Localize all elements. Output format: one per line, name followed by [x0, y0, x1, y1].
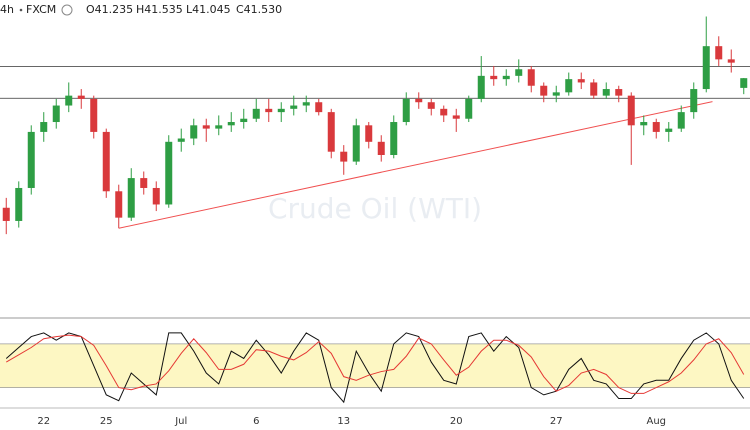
- candle-body: [652, 122, 660, 132]
- candle-body: [527, 69, 535, 86]
- candle-body: [327, 112, 335, 152]
- separator: [19, 8, 23, 12]
- candle-body: [365, 125, 373, 142]
- candle-body: [490, 75, 498, 80]
- candle-body: [302, 102, 310, 106]
- x-tick-label: 25: [100, 416, 113, 427]
- candle-body: [227, 122, 235, 126]
- candle-body: [240, 118, 248, 123]
- candle-body: [315, 102, 323, 113]
- settings-icon[interactable]: [61, 4, 73, 16]
- candle-body: [290, 105, 298, 109]
- candle-body: [740, 78, 748, 88]
- ohlc-open: O41.235: [86, 3, 133, 16]
- x-tick-label: 27: [550, 416, 563, 427]
- candle-body: [52, 105, 60, 123]
- x-tick-label: Aug: [646, 416, 666, 427]
- candle-body: [40, 122, 48, 132]
- candle-body: [265, 108, 273, 113]
- ohlc-low: L41.045: [186, 3, 231, 16]
- candle-body: [577, 79, 585, 83]
- candle-body: [415, 98, 423, 103]
- candle-body: [202, 125, 210, 129]
- candle-body: [340, 151, 348, 162]
- candle-body: [402, 98, 410, 123]
- candle-body: [190, 125, 198, 139]
- candle-body: [115, 191, 123, 218]
- candle-body: [715, 46, 723, 60]
- candle-body: [102, 131, 110, 192]
- candle-body: [177, 138, 185, 142]
- candle-body: [615, 89, 623, 96]
- trendline: [118, 101, 713, 229]
- ohlc-close: C41.530: [236, 3, 282, 16]
- candle-body: [677, 112, 685, 129]
- x-tick-label: 22: [37, 416, 50, 427]
- candle-body: [477, 75, 485, 99]
- stoch-line: [5, 334, 745, 394]
- watermark: Crude Oil (WTI): [268, 192, 482, 225]
- candle-body: [140, 178, 148, 188]
- stoch-band: [0, 343, 750, 388]
- candle-body: [465, 98, 473, 119]
- candle-body: [252, 108, 260, 119]
- x-tick-label: 20: [450, 416, 463, 427]
- candle-body: [540, 85, 548, 96]
- candle-body: [27, 131, 35, 188]
- candle-body: [377, 141, 385, 155]
- candle-body: [127, 178, 135, 218]
- candle-body: [690, 89, 698, 113]
- candle-body: [2, 207, 10, 221]
- candle-body: [215, 125, 223, 129]
- candle-body: [65, 95, 73, 106]
- candle-body: [152, 187, 160, 205]
- candle-body: [590, 82, 598, 96]
- candle-body: [515, 69, 523, 76]
- candle-body: [552, 92, 560, 96]
- candle-body: [627, 95, 635, 126]
- candle-body: [390, 122, 398, 155]
- candle-body: [165, 141, 173, 205]
- candle-body: [77, 95, 85, 99]
- candle-body: [502, 75, 510, 80]
- candle-body: [277, 108, 285, 113]
- candle-body: [727, 59, 735, 63]
- candle-body: [452, 115, 460, 119]
- candle-body: [602, 89, 610, 96]
- candle-body: [15, 187, 23, 221]
- candle-body: [427, 102, 435, 109]
- candle-body: [440, 108, 448, 116]
- x-tick-label: 6: [253, 416, 259, 427]
- source: FXCM: [26, 3, 56, 16]
- candle-body: [665, 128, 673, 132]
- candle-body: [90, 98, 98, 132]
- interval: 4h: [0, 3, 14, 16]
- ohlc-high: H41.535: [136, 3, 183, 16]
- candle-body: [702, 46, 710, 90]
- candle-body: [565, 79, 573, 93]
- x-tick-label: Jul: [174, 416, 187, 427]
- candle-body: [640, 122, 648, 126]
- stoch-line: [5, 332, 745, 404]
- candle-body: [352, 125, 360, 162]
- x-tick-label: 13: [337, 416, 350, 427]
